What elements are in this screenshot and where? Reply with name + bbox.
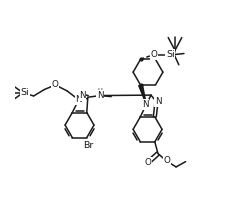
Text: O: O (52, 80, 59, 89)
Text: O: O (145, 158, 152, 167)
Text: Si: Si (21, 88, 30, 97)
Text: N: N (79, 91, 86, 100)
Text: N: N (76, 95, 82, 104)
Text: O: O (150, 50, 157, 59)
Text: Si: Si (166, 50, 175, 59)
Text: O: O (164, 156, 171, 165)
Text: H: H (98, 88, 103, 94)
Text: Br: Br (83, 141, 93, 150)
Polygon shape (139, 85, 146, 104)
Text: N: N (142, 100, 149, 109)
Text: N: N (155, 97, 161, 106)
Text: N: N (97, 91, 103, 100)
